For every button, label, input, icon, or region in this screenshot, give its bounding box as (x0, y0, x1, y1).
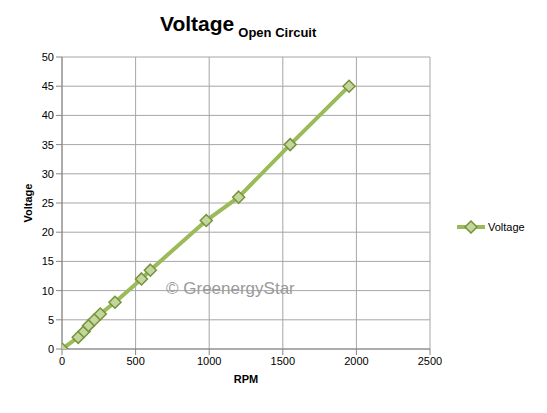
svg-text:2000: 2000 (344, 355, 368, 367)
svg-text:50: 50 (42, 51, 54, 63)
svg-text:45: 45 (42, 80, 54, 92)
svg-text:20: 20 (42, 226, 54, 238)
svg-text:30: 30 (42, 168, 54, 180)
html-text:RPM: RPM (233, 373, 259, 385)
svg-text:35: 35 (42, 139, 54, 151)
html-text:Voltage: Voltage (488, 221, 525, 233)
html-text:Voltage: Voltage (22, 183, 34, 223)
svg-text:0: 0 (59, 355, 65, 367)
svg-text:500: 500 (126, 355, 144, 367)
svg-text:0: 0 (48, 343, 54, 355)
svg-text:40: 40 (42, 109, 54, 121)
svg-text:2500: 2500 (418, 355, 442, 367)
svg-text:15: 15 (42, 255, 54, 267)
svg-text:5: 5 (48, 314, 54, 326)
svg-text:10: 10 (42, 285, 54, 297)
svg-text:25: 25 (42, 197, 54, 209)
svg-text:1000: 1000 (197, 355, 221, 367)
svg-text:1500: 1500 (271, 355, 295, 367)
html-text:Voltage Open Circuit: Voltage Open Circuit (160, 12, 317, 40)
html-text:© GreenergyStar: © GreenergyStar (166, 279, 295, 298)
